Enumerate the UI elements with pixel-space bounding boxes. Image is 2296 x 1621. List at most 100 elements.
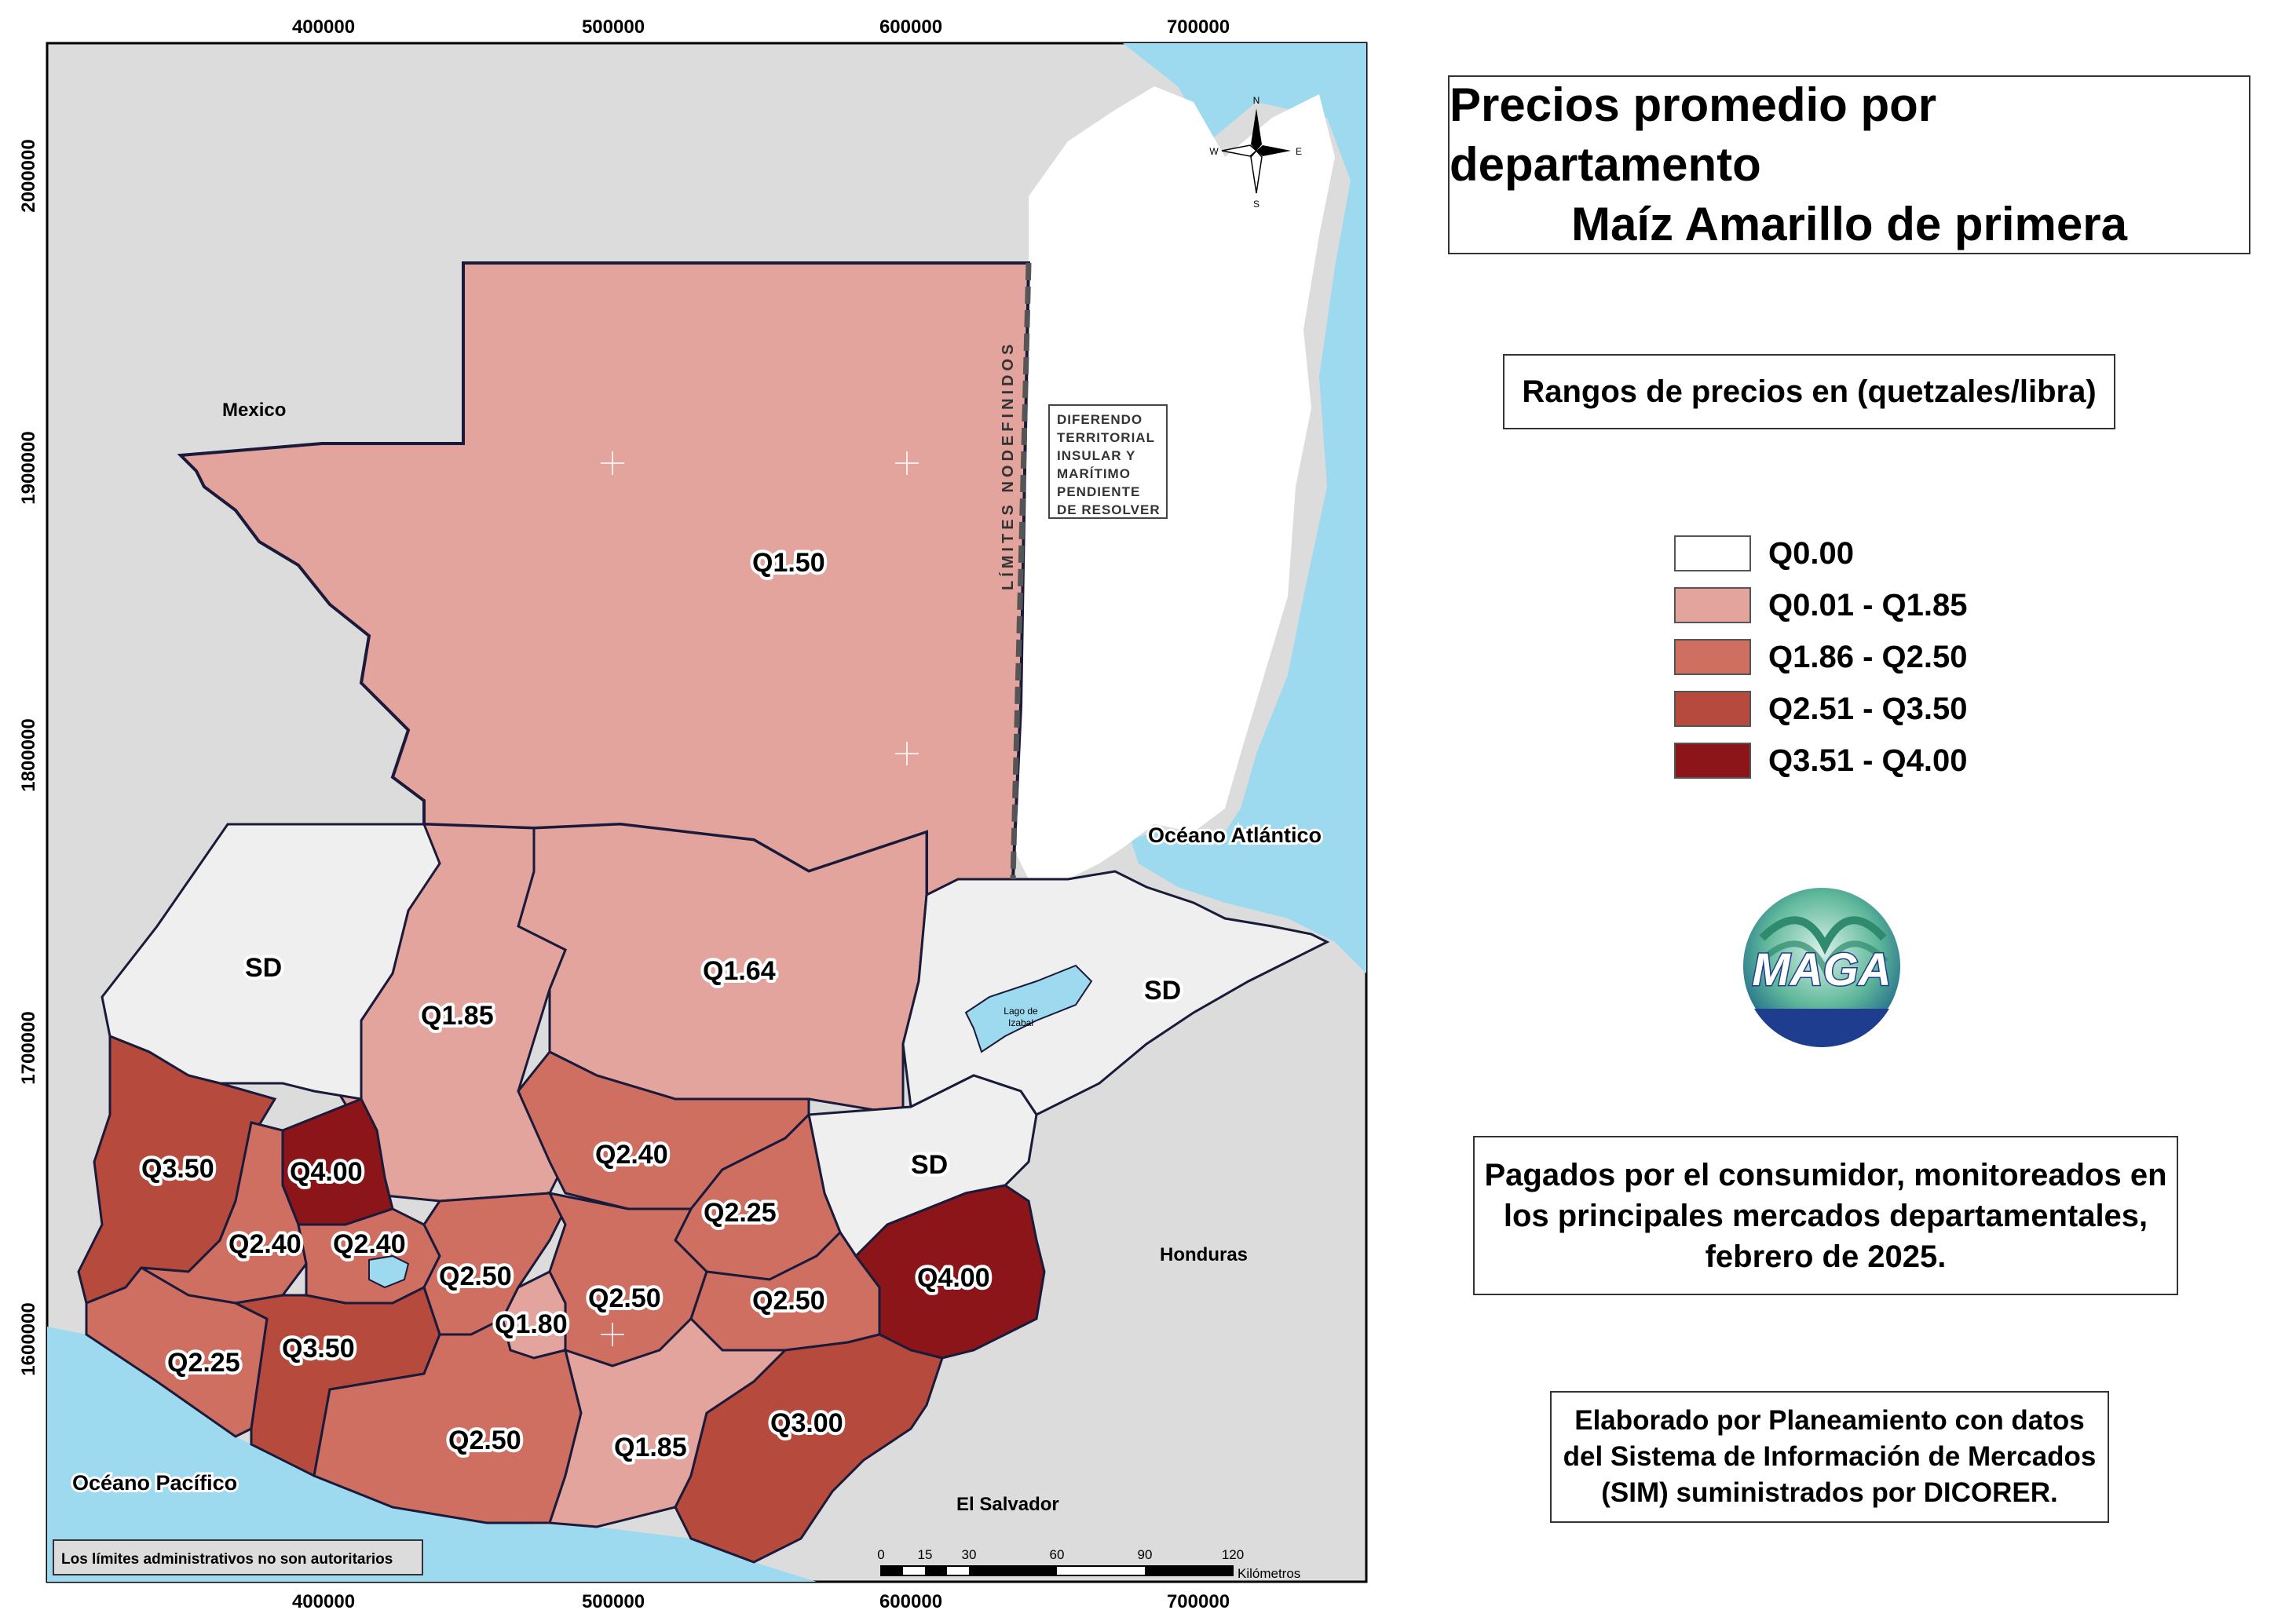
label-pacific: Océano Pacífico — [72, 1471, 237, 1495]
price-izabal: SD — [1144, 976, 1181, 1006]
disclaimer-box: Los límites administrativos no son autor… — [53, 1539, 423, 1575]
north-arrow-icon: N S E W — [1209, 95, 1302, 210]
price-jutiapa: Q3.00 — [770, 1408, 843, 1438]
scale-bar: 0 15 30 60 90 120 Kilómetros — [877, 1547, 1300, 1581]
consumer-note-line-1: Pagados por el consumidor, monitoreados … — [1484, 1157, 2167, 1192]
credit-note: Elaborado por Planeamiento con datos del… — [1550, 1391, 2109, 1523]
dept-huehuetenango — [101, 823, 441, 1101]
legend-item: Q1.86 - Q2.50 — [1674, 631, 1967, 683]
dispute-line-4: MARÍTIMO — [1057, 466, 1131, 481]
y-axis-left: 2000000 1900000 1800000 1700000 1600000 — [18, 139, 39, 1375]
legend-swatch — [1674, 587, 1751, 623]
pacific-ocean — [47, 1327, 817, 1582]
grid-marks — [601, 451, 1209, 1346]
x-tick-top-4: 700000 — [1167, 16, 1230, 38]
legend-label: Q1.86 - Q2.50 — [1768, 639, 1968, 674]
y-tick-left-3: 1800000 — [18, 718, 39, 791]
label-el-salvador: El Salvador — [956, 1494, 1059, 1515]
scale-unit: Kilómetros — [1238, 1566, 1300, 1581]
disclaimer-text: Los límites administrativos no son autor… — [61, 1551, 393, 1568]
price-retalhuleu: Q2.25 — [167, 1348, 240, 1378]
label-honduras: Honduras — [1160, 1244, 1248, 1265]
credit-note-line-3: (SIM) suministrados por DICORER. — [1601, 1477, 2058, 1508]
legend: Q0.00 Q0.01 - Q1.85 Q1.86 - Q2.50 Q2.51 … — [1674, 528, 1967, 787]
dispute-line-1: DIFERENDO — [1057, 412, 1143, 427]
dept-escuintla — [313, 1316, 583, 1524]
legend-label: Q0.01 - Q1.85 — [1768, 587, 1968, 622]
y-tick-left-4: 1700000 — [18, 1011, 39, 1084]
y-tick-left-1: 2000000 — [18, 139, 39, 212]
scale-tick-30: 30 — [962, 1547, 977, 1562]
x-tick-top-3: 600000 — [879, 16, 942, 38]
legend-item: Q3.51 - Q4.00 — [1674, 735, 1967, 787]
label-atlantic: Océano Atlántico — [1148, 823, 1322, 847]
lake-izabal — [964, 964, 1093, 1053]
dispute-line-6: DE RESOLVER — [1057, 502, 1161, 517]
x-axis-bottom: 400000 500000 600000 700000 — [292, 1591, 1230, 1612]
legend-swatch — [1674, 743, 1751, 779]
price-escuintla: Q2.50 — [448, 1426, 521, 1455]
belize-area — [1013, 86, 1335, 879]
y-tick-left-2: 1900000 — [18, 431, 39, 504]
price-chiquimula: Q4.00 — [917, 1263, 990, 1293]
x-tick-bottom-2: 500000 — [582, 1591, 645, 1612]
price-baja-verapaz: Q2.40 — [595, 1140, 668, 1170]
price-santa-rosa: Q1.85 — [614, 1433, 687, 1462]
price-el-progreso: Q2.25 — [704, 1198, 777, 1228]
scale-tick-60: 60 — [1050, 1547, 1065, 1562]
legend-swatch — [1674, 691, 1751, 727]
price-zacapa: SD — [911, 1150, 948, 1180]
label-mexico: Mexico — [222, 400, 286, 421]
logo-text: MAGA — [1752, 944, 1891, 995]
price-solola: Q2.40 — [333, 1229, 406, 1259]
scale-tick-15: 15 — [918, 1547, 933, 1562]
legend-swatch — [1674, 639, 1751, 675]
label-lake-izabal-2: Izabal — [1008, 1017, 1033, 1028]
compass-w: W — [1209, 146, 1219, 157]
price-alta-verapaz: Q1.64 — [703, 956, 776, 986]
x-tick-bottom-4: 700000 — [1167, 1591, 1230, 1612]
scale-tick-90: 90 — [1138, 1547, 1153, 1562]
price-totonicapan: Q4.00 — [290, 1157, 363, 1187]
map-frame: DIFERENDO TERRITORIAL INSULAR Y MARÍTIMO… — [18, 16, 1368, 1612]
legend-label: Q3.51 - Q4.00 — [1768, 743, 1968, 778]
scale-tick-120: 120 — [1222, 1547, 1244, 1562]
compass-s: S — [1253, 199, 1260, 210]
undefined-border-label: LÍMITES NODEFINIDOS — [999, 341, 1017, 590]
range-title: Rangos de precios en (quetzales/libra) — [1503, 354, 2115, 429]
y-tick-left-5: 1600000 — [18, 1302, 39, 1375]
price-guatemala: Q2.50 — [588, 1283, 661, 1313]
dept-jutiapa — [674, 1333, 944, 1564]
price-quiche: Q1.85 — [421, 1001, 494, 1031]
price-jalapa: Q2.50 — [752, 1286, 825, 1316]
compass-e: E — [1296, 146, 1302, 157]
x-axis-top: 400000 500000 600000 700000 — [292, 16, 1230, 38]
x-tick-bottom-1: 400000 — [292, 1591, 355, 1612]
credit-note-line-1: Elaborado por Planeamiento con datos — [1574, 1405, 2085, 1436]
legend-item: Q0.00 — [1674, 528, 1967, 579]
dispute-line-5: PENDIENTE — [1057, 484, 1140, 499]
x-tick-top-2: 500000 — [582, 16, 645, 38]
label-lake-izabal-1: Lago de — [1004, 1006, 1038, 1017]
caribbean-sea — [1123, 43, 1366, 973]
consumer-note: Pagados por el consumidor, monitoreados … — [1473, 1136, 2178, 1295]
dispute-line-2: TERRITORIAL — [1057, 430, 1155, 445]
dispute-line-3: INSULAR Y — [1057, 448, 1135, 463]
title-line-2: Maíz Amarillo de primera — [1571, 198, 2127, 250]
legend-item: Q0.01 - Q1.85 — [1674, 579, 1967, 631]
x-tick-bottom-3: 600000 — [879, 1591, 942, 1612]
price-quetzaltenango: Q2.40 — [229, 1229, 302, 1259]
x-tick-top-1: 400000 — [292, 16, 355, 38]
legend-swatch — [1674, 535, 1751, 571]
legend-item: Q2.51 - Q3.50 — [1674, 683, 1967, 735]
scale-tick-0: 0 — [877, 1547, 884, 1562]
lake-atitlan — [368, 1254, 410, 1289]
price-chimaltenango: Q2.50 — [439, 1261, 512, 1291]
price-suchitepequez: Q3.50 — [282, 1334, 355, 1364]
legend-label: Q0.00 — [1768, 535, 1854, 571]
title-panel: Precios promedio por departamento Maíz A… — [1448, 75, 2250, 254]
belize-dispute-box: DIFERENDO TERRITORIAL INSULAR Y MARÍTIMO… — [1048, 404, 1168, 519]
compass-n: N — [1253, 95, 1260, 106]
maga-logo: MAGA — [1743, 888, 1900, 1047]
undefined-border-line — [1010, 262, 1032, 880]
